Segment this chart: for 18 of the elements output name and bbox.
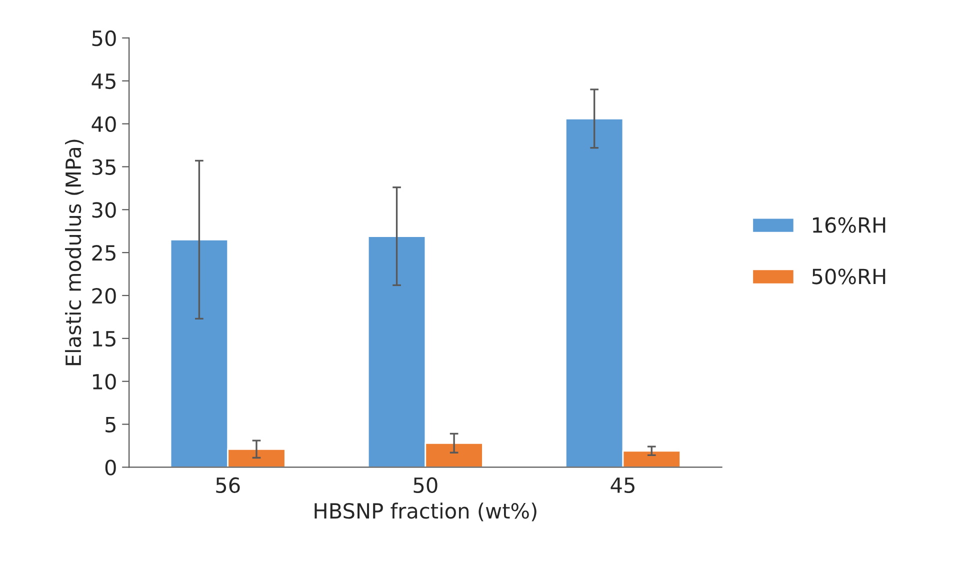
y-tick-label: 40 [92, 116, 116, 132]
y-tick-label: 45 [92, 74, 116, 90]
legend-label: 16%RH [813, 217, 886, 233]
x-tick-label: 50 [414, 477, 438, 494]
y-tick-label: 35 [92, 159, 116, 175]
y-tick-label: 10 [93, 374, 116, 390]
y-tick-label: 0 [105, 460, 116, 476]
x-tick-label: 56 [216, 477, 240, 494]
x-axis-title: HBSNP fraction (wt%) [314, 502, 536, 522]
x-tick-label: 45 [610, 478, 634, 494]
legend-label: 50%RH [812, 268, 886, 284]
y-tick-label: 5 [106, 417, 116, 432]
y-tick-label: 30 [92, 202, 116, 218]
y-tick-label: 25 [92, 245, 116, 261]
y-axis-title: Elastic modulus (MPa) [65, 140, 84, 366]
y-tick-label: 20 [92, 288, 116, 304]
y-tick-label: 50 [92, 30, 116, 46]
y-tick-label: 15 [93, 331, 116, 347]
